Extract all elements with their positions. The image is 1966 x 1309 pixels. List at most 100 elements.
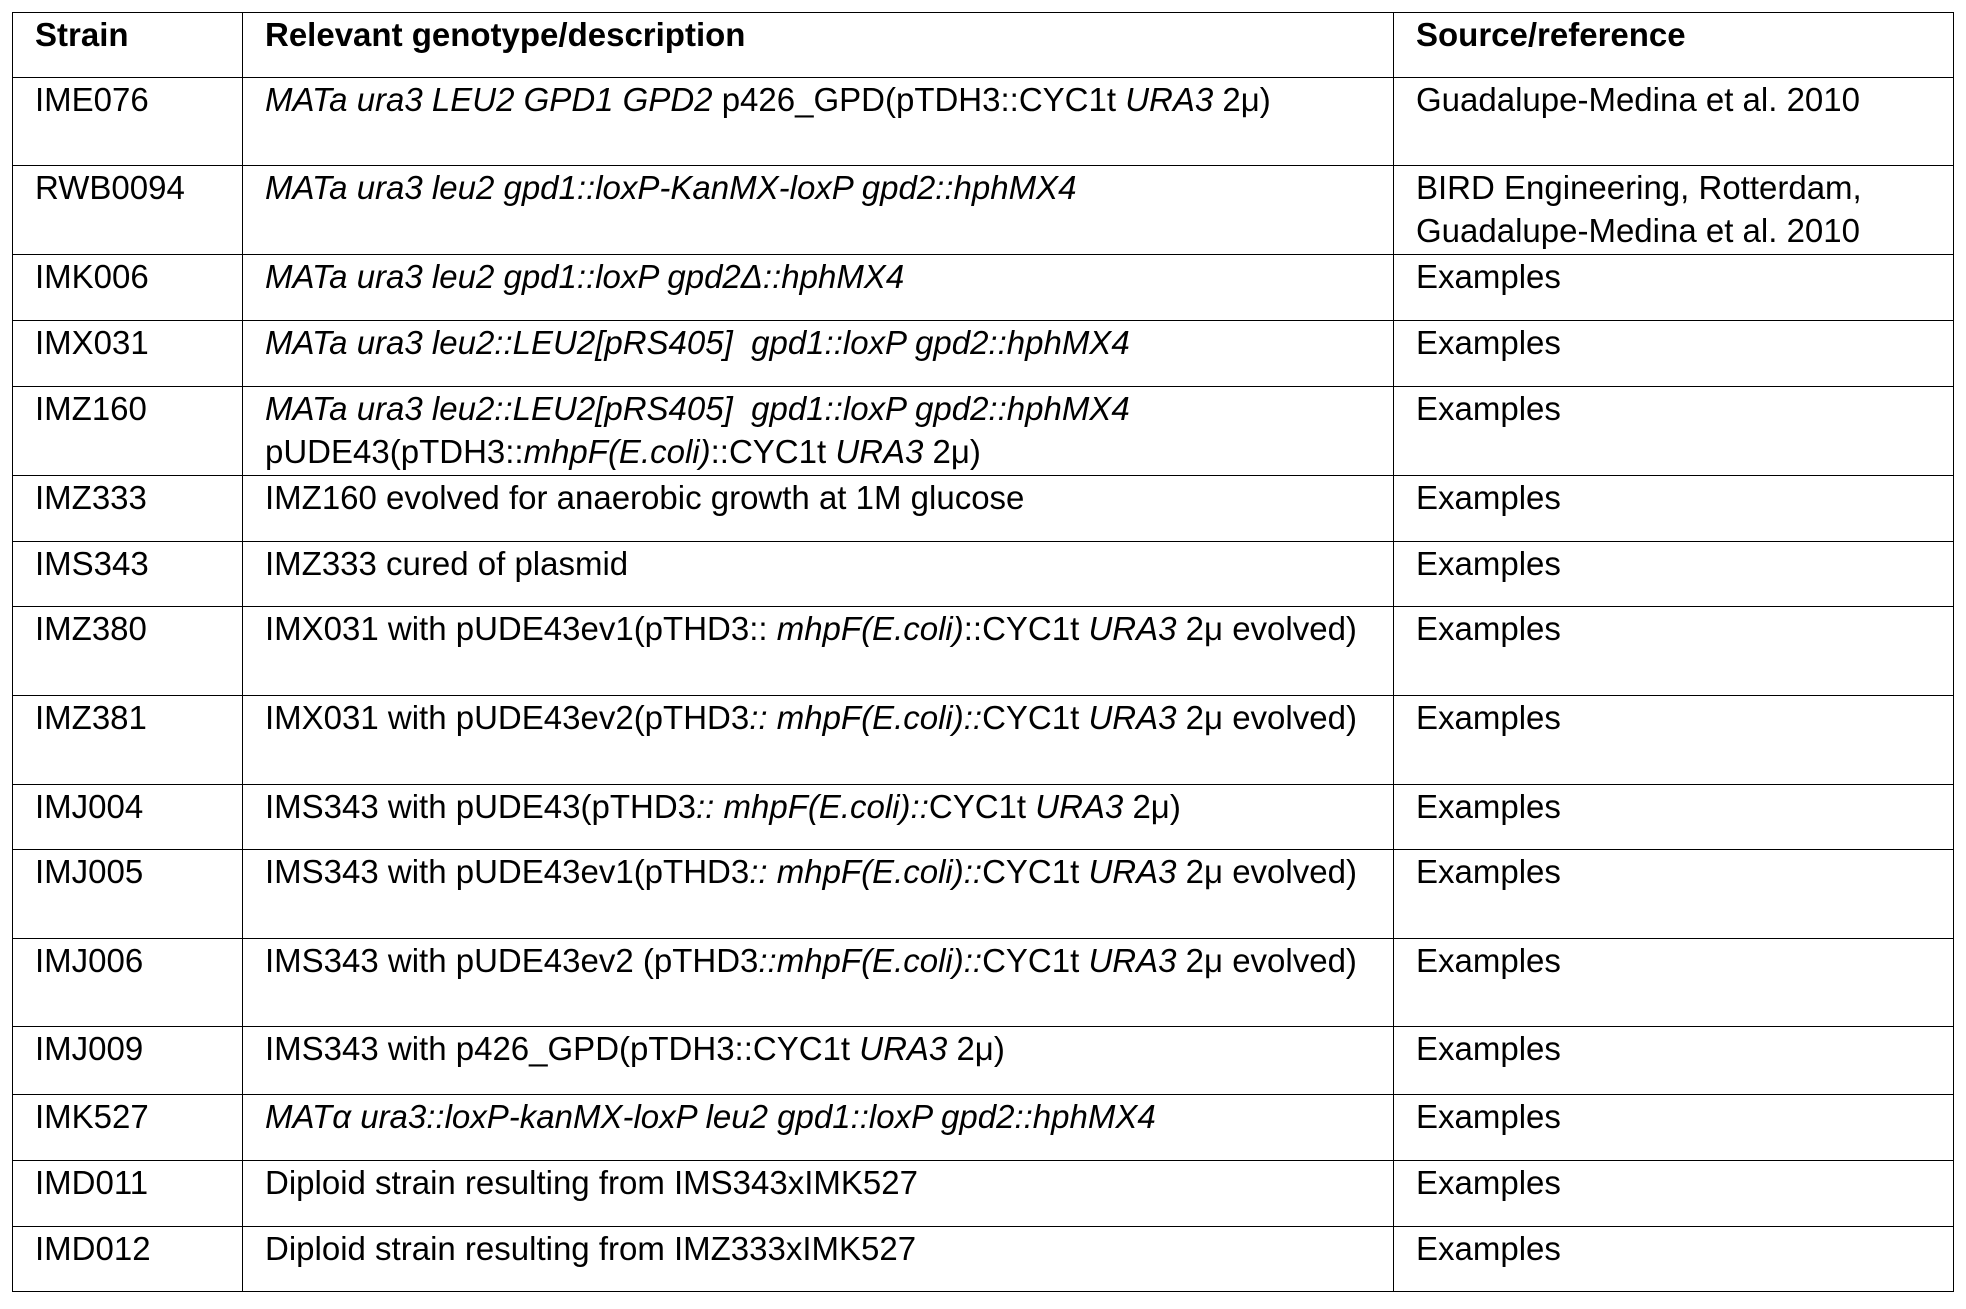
table-row: IMZ333IMZ160 evolved for anaerobic growt… [13, 476, 1954, 542]
source-cell: Examples [1394, 939, 1954, 1027]
description-run: 2μ) [947, 1030, 1005, 1067]
table-row: IMK527 MATα ura3::loxP-kanMX-loxP leu2 gp… [13, 1095, 1954, 1161]
description-cell: MATa ura3 leu2 gpd1::loxP gpd2Δ::hphMX4 [243, 255, 1394, 321]
strain-cell: IMX031 [13, 321, 243, 387]
description-run: :: mhpF(E.coli):: [696, 788, 929, 825]
source-cell: Examples [1394, 387, 1954, 476]
description-run: MATa ura3 leu2::LEU2[pRS405] gpd1::loxP … [265, 390, 1130, 427]
description-cell: IMS343 with pUDE43ev1(pTHD3:: mhpF(E.col… [243, 850, 1394, 939]
source-cell: Examples [1394, 255, 1954, 321]
description-cell: MATa ura3 leu2::LEU2[pRS405] gpd1::loxP … [243, 321, 1394, 387]
strain-cell: IMK527 [13, 1095, 243, 1161]
description-run: IMZ160 evolved for anaerobic growth at 1… [265, 479, 1024, 516]
description-run: CYC1t [982, 699, 1088, 736]
description-run: IMX031 with pUDE43ev1(pTHD3:: [265, 610, 777, 647]
table-row: RWB0094 MATa ura3 leu2 gpd1::loxP-KanMX-l… [13, 166, 1954, 255]
strain-cell: IMK006 [13, 255, 243, 321]
description-run: 2μ evolved) [1176, 942, 1356, 979]
strain-cell: IMZ160 [13, 387, 243, 476]
header-cell: Relevant genotype/description [243, 13, 1394, 78]
strain-cell: IMJ009 [13, 1027, 243, 1095]
strain-cell: RWB0094 [13, 166, 243, 255]
description-run: CYC1t [929, 788, 1035, 825]
table-row: IMX031 MATa ura3 leu2::LEU2[pRS405] gpd1:… [13, 321, 1954, 387]
description-cell: Diploid strain resulting from IMZ333xIMK… [243, 1227, 1394, 1292]
table-row: IMD011Diploid strain resulting from IMS3… [13, 1161, 1954, 1227]
description-cell: MATα ura3::loxP-kanMX-loxP leu2 gpd1::lo… [243, 1095, 1394, 1161]
description-run: 2μ) [1123, 788, 1181, 825]
table-row: IMD012 Diploid strain resulting from IMZ3… [13, 1227, 1954, 1292]
description-cell: IMZ333 cured of plasmid [243, 542, 1394, 607]
description-cell: IMS343 with pUDE43ev2 (pTHD3::mhpF(E.col… [243, 939, 1394, 1027]
description-run: mhpF(E.coli) [524, 433, 711, 470]
source-cell: Examples [1394, 1227, 1954, 1292]
description-cell: MATa ura3 LEU2 GPD1 GPD2 p426_GPD(pTDH3:… [243, 78, 1394, 166]
table-row: IMK006MATa ura3 leu2 gpd1::loxP gpd2Δ::h… [13, 255, 1954, 321]
description-run: URA3 [1088, 610, 1176, 647]
description-run: :: mhpF(E.coli):: [749, 699, 982, 736]
table-row: IMJ009IMS343 with p426_GPD(pTDH3::CYC1t … [13, 1027, 1954, 1095]
strain-table: Strain Relevant genotype/description Sou… [12, 12, 1954, 1292]
source-cell: Examples [1394, 476, 1954, 542]
description-run: 2μ) [923, 433, 981, 470]
description-run: :: mhpF(E.coli):: [749, 853, 982, 890]
source-cell: Examples [1394, 696, 1954, 785]
table-row: IMJ004IMS343 with pUDE43(pTHD3:: mhpF(E.… [13, 785, 1954, 850]
description-run: URA3 [859, 1030, 947, 1067]
source-cell: Examples [1394, 850, 1954, 939]
description-cell: IMZ160 evolved for anaerobic growth at 1… [243, 476, 1394, 542]
source-cell: Examples [1394, 785, 1954, 850]
description-run: IMS343 with pUDE43ev2 (pTHD3 [265, 942, 758, 979]
description-cell: MATa ura3 leu2::LEU2[pRS405] gpd1::loxP … [243, 387, 1394, 476]
strain-cell: IMD012 [13, 1227, 243, 1292]
description-run: URA3 [1088, 699, 1176, 736]
table-body: IME076MATa ura3 LEU2 GPD1 GPD2 p426_GPD(… [13, 78, 1954, 1292]
description-run: URA3 [1088, 942, 1176, 979]
description-run: URA3 [1125, 81, 1213, 118]
source-cell: Examples [1394, 1095, 1954, 1161]
description-cell: Diploid strain resulting from IMS343xIMK… [243, 1161, 1394, 1227]
source-cell: Examples [1394, 607, 1954, 696]
description-run: IMZ333 cured of plasmid [265, 545, 628, 582]
strain-cell: IMJ005 [13, 850, 243, 939]
header-cell: Strain [13, 13, 243, 78]
table-row: IME076MATa ura3 LEU2 GPD1 GPD2 p426_GPD(… [13, 78, 1954, 166]
table-row: IMZ381IMX031 with pUDE43ev2(pTHD3:: mhpF… [13, 696, 1954, 785]
strain-cell: IMJ006 [13, 939, 243, 1027]
description-run: IMX031 with pUDE43ev2(pTHD3 [265, 699, 749, 736]
description-run: 2μ evolved) [1176, 610, 1356, 647]
description-cell: IMS343 with p426_GPD(pTDH3::CYC1t URA3 2… [243, 1027, 1394, 1095]
source-cell: BIRD Engineering, Rotterdam, Guadalupe-M… [1394, 166, 1954, 255]
description-run: MATa ura3 LEU2 GPD1 GPD2 [265, 81, 713, 118]
description-cell: MATa ura3 leu2 gpd1::loxP-KanMX-loxP gpd… [243, 166, 1394, 255]
description-run: MATa ura3 leu2::LEU2[pRS405] gpd1::loxP … [265, 324, 1130, 361]
description-run: ::CYC1t [711, 433, 836, 470]
description-run: p426_GPD(pTDH3::CYC1t [713, 81, 1126, 118]
description-run: CYC1t [982, 853, 1088, 890]
description-run: mhpF(E.coli) [777, 610, 964, 647]
strain-cell: IMJ004 [13, 785, 243, 850]
strain-cell: IMZ380 [13, 607, 243, 696]
description-cell: IMS343 with pUDE43(pTHD3:: mhpF(E.coli):… [243, 785, 1394, 850]
description-run: MATα ura3::loxP-kanMX-loxP leu2 gpd1::lo… [265, 1098, 1156, 1135]
description-run: ::CYC1t [964, 610, 1089, 647]
strain-cell: IMD011 [13, 1161, 243, 1227]
description-cell: IMX031 with pUDE43ev2(pTHD3:: mhpF(E.col… [243, 696, 1394, 785]
description-run: 2μ evolved) [1177, 699, 1357, 736]
strain-cell: IMZ381 [13, 696, 243, 785]
source-cell: Examples [1394, 1027, 1954, 1095]
source-cell: Examples [1394, 542, 1954, 607]
table-row: IMS343IMZ333 cured of plasmidExamples [13, 542, 1954, 607]
description-run: CYC1t [982, 942, 1088, 979]
source-cell: Examples [1394, 321, 1954, 387]
description-run: Diploid strain resulting from IMZ333xIMK… [265, 1230, 916, 1267]
header-row: Strain Relevant genotype/description Sou… [13, 13, 1954, 78]
description-run: IMS343 with pUDE43(pTHD3 [265, 788, 696, 825]
table-row: IMJ006IMS343 with pUDE43ev2 (pTHD3::mhpF… [13, 939, 1954, 1027]
description-run: IMS343 with pUDE43ev1(pTHD3 [265, 853, 749, 890]
strain-cell: IME076 [13, 78, 243, 166]
description-run: ::mhpF(E.coli):: [758, 942, 982, 979]
description-run: MATa ura3 leu2 gpd1::loxP-KanMX-loxP gpd… [265, 169, 1076, 206]
source-cell: Examples [1394, 1161, 1954, 1227]
